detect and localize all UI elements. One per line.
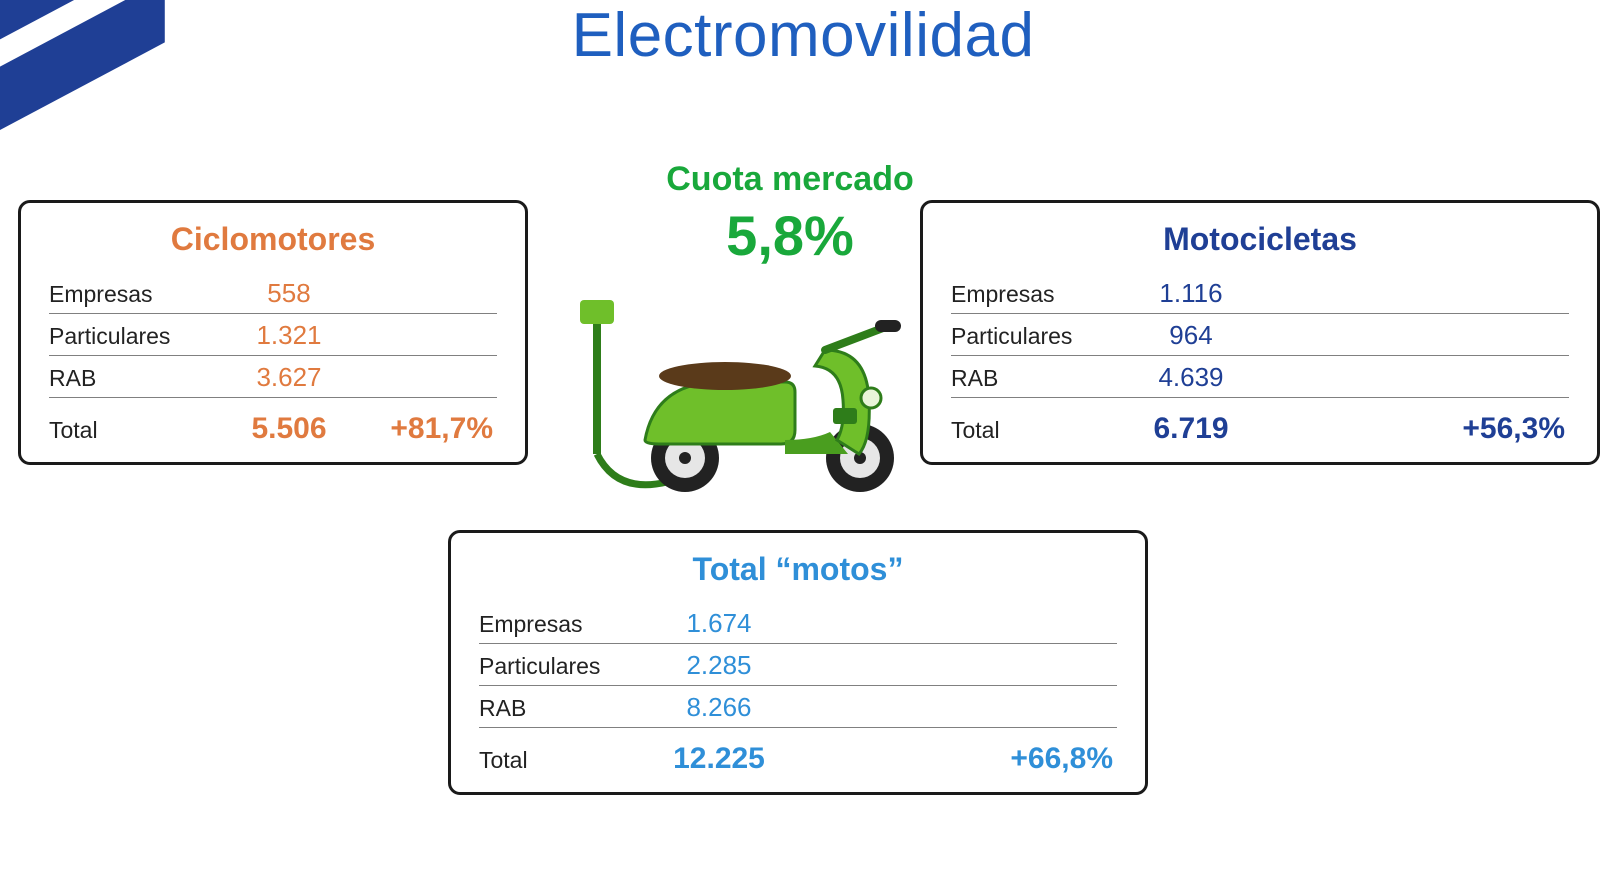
panel-title: Total “motos” (479, 551, 1117, 588)
panel-motocicletas: Motocicletas Empresas 1.116 Particulares… (920, 200, 1600, 465)
market-share-label: Cuota mercado (560, 160, 1020, 199)
table-row: RAB 4.639 (951, 356, 1569, 398)
panel-title: Motocicletas (951, 221, 1569, 258)
total-pct: +66,8% (789, 742, 1117, 776)
row-label: RAB (49, 365, 219, 392)
table-row: RAB 3.627 (49, 356, 497, 398)
row-value: 1.674 (649, 608, 789, 639)
total-label: Total (951, 417, 1121, 444)
table-row: Empresas 1.116 (951, 272, 1569, 314)
total-label: Total (479, 747, 649, 774)
total-value: 5.506 (219, 412, 359, 446)
electric-scooter-icon (575, 290, 935, 500)
row-label: Empresas (479, 611, 649, 638)
total-pct: +56,3% (1261, 412, 1569, 446)
row-label: RAB (951, 365, 1121, 392)
total-row: Total 12.225 +66,8% (479, 728, 1117, 778)
row-value: 3.627 (219, 362, 359, 393)
table-row: Empresas 558 (49, 272, 497, 314)
panel-ciclomotores: Ciclomotores Empresas 558 Particulares 1… (18, 200, 528, 465)
total-pct: +81,7% (359, 412, 497, 446)
total-row: Total 5.506 +81,7% (49, 398, 497, 448)
table-row: Particulares 964 (951, 314, 1569, 356)
page-title: Electromovilidad (0, 0, 1606, 71)
table-row: Particulares 1.321 (49, 314, 497, 356)
total-value: 12.225 (649, 742, 789, 776)
table-row: Particulares 2.285 (479, 644, 1117, 686)
row-label: Particulares (479, 653, 649, 680)
row-value: 558 (219, 278, 359, 309)
total-row: Total 6.719 +56,3% (951, 398, 1569, 448)
total-label: Total (49, 417, 219, 444)
row-value: 1.116 (1121, 278, 1261, 309)
row-value: 4.639 (1121, 362, 1261, 393)
row-value: 8.266 (649, 692, 789, 723)
table-row: Empresas 1.674 (479, 602, 1117, 644)
row-label: RAB (479, 695, 649, 722)
row-value: 964 (1121, 320, 1261, 351)
row-value: 2.285 (649, 650, 789, 681)
row-label: Empresas (49, 281, 219, 308)
row-label: Particulares (951, 323, 1121, 350)
panel-title: Ciclomotores (49, 221, 497, 258)
table-row: RAB 8.266 (479, 686, 1117, 728)
row-value: 1.321 (219, 320, 359, 351)
row-label: Particulares (49, 323, 219, 350)
panel-total-motos: Total “motos” Empresas 1.674 Particulare… (448, 530, 1148, 795)
total-value: 6.719 (1121, 412, 1261, 446)
row-label: Empresas (951, 281, 1121, 308)
